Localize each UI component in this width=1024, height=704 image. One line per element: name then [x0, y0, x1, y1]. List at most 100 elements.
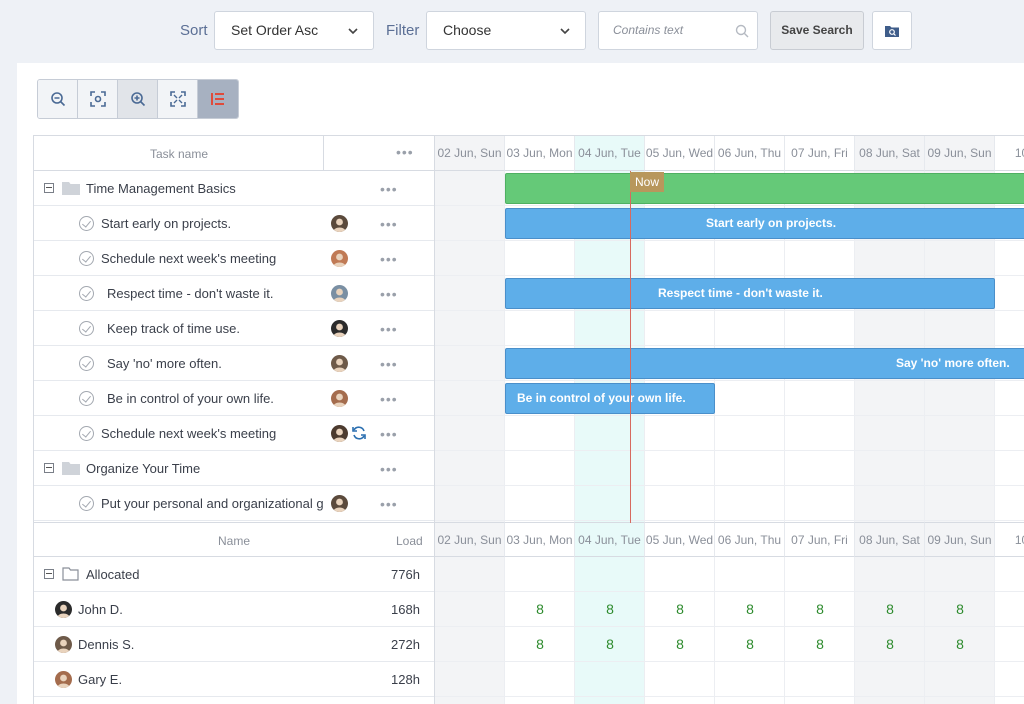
- resource-load: 776h: [391, 567, 420, 582]
- grid-timeline-divider[interactable]: [434, 136, 435, 704]
- task-row[interactable]: Keep track of time use. •••: [34, 311, 435, 346]
- resource-load: 128h: [391, 672, 420, 687]
- task-complete-icon[interactable]: [79, 321, 94, 336]
- resource-avatar[interactable]: [55, 601, 72, 618]
- row-more-icon[interactable]: •••: [380, 321, 398, 337]
- load-cell: 8: [816, 601, 824, 617]
- zoom-fit-button[interactable]: [78, 80, 118, 118]
- task-name: Say 'no' more often.: [107, 356, 222, 371]
- assignee-avatar[interactable]: [331, 495, 348, 512]
- task-complete-icon[interactable]: [79, 251, 94, 266]
- collapse-toggle-icon[interactable]: [44, 569, 54, 579]
- row-line: [435, 696, 1024, 697]
- resource-row[interactable]: Gary E. 128h: [34, 662, 435, 697]
- task-row[interactable]: Schedule next week's meeting •••: [34, 241, 435, 276]
- task-group-row[interactable]: Organize Your Time •••: [34, 451, 435, 486]
- row-line: [435, 415, 1024, 416]
- task-row[interactable]: Schedule next week's meeting •••: [34, 416, 435, 451]
- task-bar-label: Say 'no' more often.: [896, 356, 1010, 370]
- row-more-icon[interactable]: •••: [380, 496, 398, 512]
- day-line: [714, 557, 715, 704]
- load-cell: 8: [606, 636, 614, 652]
- assignee-avatar[interactable]: [331, 390, 348, 407]
- task-name: Schedule next week's meeting: [101, 426, 277, 441]
- open-folder-icon: [62, 567, 80, 581]
- day-line: [644, 171, 645, 522]
- weekend-shade: [855, 522, 925, 704]
- day-header: 07 Jun, Fri: [785, 136, 855, 171]
- fullscreen-button[interactable]: [158, 80, 198, 118]
- row-more-icon[interactable]: •••: [380, 356, 398, 372]
- assignee-avatar[interactable]: [331, 355, 348, 372]
- columns-toggle-button[interactable]: [198, 80, 238, 118]
- task-complete-icon[interactable]: [79, 496, 94, 511]
- assignee-avatar[interactable]: [331, 250, 348, 267]
- row-more-icon[interactable]: •••: [380, 461, 398, 477]
- task-row[interactable]: Be in control of your own life. •••: [34, 381, 435, 416]
- row-more-icon[interactable]: •••: [380, 251, 398, 267]
- row-line: [435, 345, 1024, 346]
- collapse-toggle-icon[interactable]: [44, 463, 54, 473]
- filter-select[interactable]: Choose: [426, 11, 586, 50]
- task-bar[interactable]: Say 'no' more often.: [505, 348, 1024, 379]
- assignee-avatar[interactable]: [331, 215, 348, 232]
- day-header: 05 Jun, Wed: [645, 136, 715, 171]
- sort-select[interactable]: Set Order Asc: [214, 11, 374, 50]
- resource-avatar[interactable]: [55, 671, 72, 688]
- task-complete-icon[interactable]: [79, 426, 94, 441]
- saved-searches-button[interactable]: [872, 11, 912, 50]
- search-input[interactable]: Contains text: [598, 11, 758, 50]
- load-cell: 8: [676, 601, 684, 617]
- row-more-icon[interactable]: •••: [380, 391, 398, 407]
- row-line: [435, 275, 1024, 276]
- resource-row[interactable]: John D. 168h: [34, 592, 435, 627]
- task-group-name: Time Management Basics: [86, 181, 236, 196]
- main-panel: Task name ••• Time Management Basics ••• S…: [17, 63, 1024, 704]
- task-row[interactable]: Start early on projects. •••: [34, 206, 435, 241]
- task-name: Start early on projects.: [101, 216, 232, 231]
- zoom-out-button[interactable]: [38, 80, 78, 118]
- day-line: [784, 171, 785, 522]
- collapse-toggle-icon[interactable]: [44, 183, 54, 193]
- now-marker: Now: [630, 172, 664, 192]
- assignee-avatar[interactable]: [331, 320, 348, 337]
- gantt-chart: Task name ••• Time Management Basics ••• S…: [33, 135, 1024, 704]
- day-line: [854, 171, 855, 522]
- task-complete-icon[interactable]: [79, 391, 94, 406]
- zoom-in-button[interactable]: [118, 80, 158, 118]
- group-bar[interactable]: [505, 173, 1024, 204]
- row-more-icon[interactable]: •••: [380, 286, 398, 302]
- task-row[interactable]: Say 'no' more often. •••: [34, 346, 435, 381]
- today-column: [575, 522, 645, 704]
- zoom-in-icon: [130, 92, 145, 107]
- day-line: [574, 171, 575, 522]
- column-divider: [323, 136, 324, 171]
- row-more-icon[interactable]: •••: [380, 216, 398, 232]
- name-column-header: Name: [218, 534, 251, 548]
- task-row[interactable]: Put your personal and organizational g ••…: [34, 486, 435, 521]
- task-row[interactable]: Respect time - don't waste it. •••: [34, 276, 435, 311]
- task-complete-icon[interactable]: [79, 216, 94, 231]
- save-search-button[interactable]: Save Search: [770, 11, 864, 50]
- row-more-icon[interactable]: •••: [380, 181, 398, 197]
- row-more-icon[interactable]: •••: [380, 426, 398, 442]
- day-header: 10 Ju: [995, 136, 1024, 171]
- resource-group-row[interactable]: Allocated 776h: [34, 557, 435, 592]
- assignee-avatar[interactable]: [331, 425, 348, 442]
- day-line: [994, 557, 995, 704]
- task-group-row[interactable]: Time Management Basics •••: [34, 171, 435, 206]
- task-complete-icon[interactable]: [79, 286, 94, 301]
- resource-row[interactable]: Dennis S. 272h: [34, 627, 435, 662]
- now-line: [630, 171, 631, 523]
- resource-avatar[interactable]: [55, 636, 72, 653]
- task-name: Keep track of time use.: [107, 321, 240, 336]
- task-bar[interactable]: Start early on projects.: [505, 208, 1024, 239]
- assignee-avatar[interactable]: [331, 285, 348, 302]
- resource-grid-header: Name Load: [34, 522, 435, 557]
- task-bar[interactable]: Be in control of your own life.: [505, 383, 715, 414]
- task-complete-icon[interactable]: [79, 356, 94, 371]
- day-line: [784, 557, 785, 704]
- load-column-header: Load: [396, 534, 423, 548]
- header-more-icon[interactable]: •••: [396, 144, 414, 160]
- task-bar[interactable]: Respect time - don't waste it.: [505, 278, 995, 309]
